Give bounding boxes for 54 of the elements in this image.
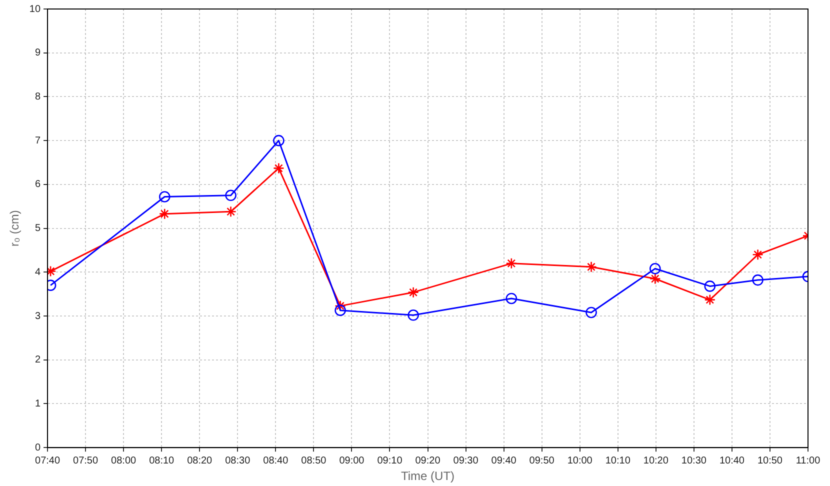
x-tick-label: 08:20 (187, 455, 213, 466)
point (408, 286, 419, 298)
x-tick-label: 09:00 (339, 455, 365, 466)
y-tick-label: 7 (34, 135, 41, 146)
x-tick-label: 09:40 (491, 455, 517, 466)
x-tick-label: 08:10 (149, 455, 175, 466)
x-axis-title: Time (UT) (400, 469, 455, 484)
point (586, 261, 597, 273)
y-tick-label: 5 (34, 223, 41, 234)
point (225, 190, 236, 202)
point (334, 300, 346, 312)
point (752, 274, 764, 286)
x-tick-label: 11:00 (796, 455, 821, 466)
x-tick-label: 08:30 (225, 455, 251, 466)
y-tick-label: 0 (34, 442, 41, 454)
point (408, 309, 419, 321)
point (158, 191, 170, 202)
x-tick-label: 07:50 (73, 455, 98, 466)
x-tick-label: 10:40 (719, 455, 745, 466)
point (649, 273, 661, 284)
x-tick-label: 10:00 (567, 455, 593, 466)
y-tick-label: 10 (29, 4, 41, 15)
point (752, 248, 764, 260)
y-axis-title: r₀ (cm) (8, 210, 22, 246)
x-tick-label: 10:30 (681, 455, 707, 466)
x-tick-label: 10:10 (605, 455, 631, 466)
x-tick-label: 08:00 (111, 455, 137, 466)
y-tick-label: 2 (34, 354, 41, 366)
x-tick-label: 10:50 (757, 455, 783, 466)
point (273, 134, 284, 146)
y-tick-label: 3 (34, 310, 41, 322)
point (506, 258, 518, 270)
x-tick-label: 10:20 (643, 455, 669, 466)
y-tick-label: 8 (34, 91, 41, 102)
y-tick-label: 9 (34, 48, 41, 59)
point (225, 206, 236, 218)
x-tick-label: 07:40 (35, 455, 60, 466)
point (334, 304, 346, 316)
x-tick-label: 09:30 (453, 455, 479, 466)
y-tick-label: 4 (34, 266, 41, 278)
point (704, 294, 716, 306)
point (704, 280, 716, 292)
point (506, 292, 518, 304)
x-tick-label: 09:10 (377, 455, 403, 466)
x-tick-label: 09:50 (529, 455, 555, 466)
point (158, 208, 170, 220)
y-tick-label: 1 (34, 398, 41, 410)
y-tick-label: 6 (34, 179, 41, 190)
point (586, 306, 597, 318)
x-tick-label: 08:40 (263, 455, 289, 466)
point (649, 263, 661, 274)
x-tick-label: 09:20 (415, 455, 441, 466)
x-tick-label: 08:50 (301, 455, 327, 466)
point (273, 162, 284, 174)
